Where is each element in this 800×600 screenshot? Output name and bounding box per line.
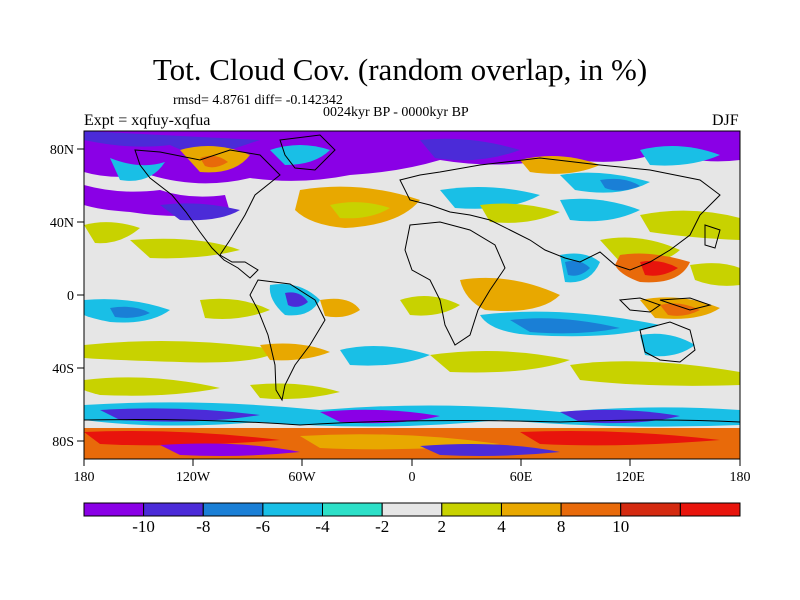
figure-title: Tot. Cloud Cov. (random overlap, in %) bbox=[152, 52, 648, 87]
period-label: 0024kyr BP - 0000kyr BP bbox=[323, 105, 469, 120]
colorbar bbox=[83, 502, 741, 517]
x-tick-label: 120E bbox=[615, 470, 645, 485]
colorbar-label: -4 bbox=[315, 517, 330, 536]
colorbar-swatch bbox=[620, 502, 681, 517]
x-tick-label: 180 bbox=[730, 470, 751, 485]
stats-line: rmsd= 4.8761 diff= -0.142342 bbox=[173, 93, 343, 108]
x-tick-label: 180 bbox=[74, 470, 95, 485]
colorbar-swatch bbox=[262, 502, 323, 517]
colorbar-label: -2 bbox=[375, 517, 390, 536]
colorbar-swatch bbox=[679, 502, 741, 517]
y-tick-label: 80S bbox=[52, 435, 74, 450]
colorbar-swatch bbox=[381, 502, 443, 517]
colorbar-swatch bbox=[560, 502, 622, 517]
colorbar-label: 8 bbox=[556, 517, 566, 536]
y-tick-label: 40N bbox=[50, 216, 74, 231]
x-tick-label: 60W bbox=[288, 470, 316, 485]
x-tick-label: 0 bbox=[409, 470, 416, 485]
colorbar-swatch bbox=[202, 502, 264, 517]
colorbar-label: 10 bbox=[612, 517, 630, 536]
x-tick-label: 60E bbox=[510, 470, 533, 485]
y-tick-label: 0 bbox=[67, 289, 74, 304]
experiment-label: Expt = xqfuy-xqfua bbox=[84, 112, 211, 129]
anomaly-field bbox=[84, 131, 740, 459]
y-tick-label: 40S bbox=[52, 362, 74, 377]
colorbar-label: -8 bbox=[196, 517, 211, 536]
season-label: DJF bbox=[712, 112, 739, 129]
colorbar-swatch bbox=[143, 502, 204, 517]
colorbar-label: -10 bbox=[132, 517, 155, 536]
colorbar-swatch bbox=[501, 502, 562, 517]
colorbar-swatch bbox=[441, 502, 502, 517]
y-tick-label: 80N bbox=[50, 143, 74, 158]
colorbar-label: 4 bbox=[497, 517, 506, 536]
colorbar-swatch bbox=[322, 502, 383, 517]
x-tick-label: 120W bbox=[176, 470, 211, 485]
colorbar-label: -6 bbox=[255, 517, 270, 536]
colorbar-swatch bbox=[83, 502, 145, 517]
colorbar-label: 2 bbox=[437, 517, 447, 536]
